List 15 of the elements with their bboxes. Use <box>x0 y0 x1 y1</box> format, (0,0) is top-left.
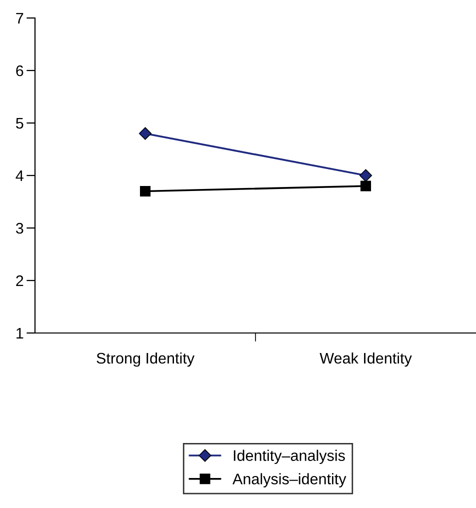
point <box>360 180 372 192</box>
y-tick-label: 2 <box>16 275 24 286</box>
legend-label: Analysis–identity <box>232 473 346 488</box>
y-tick-label: 6 <box>16 65 24 76</box>
y-tick-label: 7 <box>16 13 24 24</box>
x-tick-label: Weak Identity <box>320 352 412 367</box>
point <box>140 186 151 197</box>
point <box>138 127 152 140</box>
point <box>359 169 372 182</box>
y-tick-label: 5 <box>16 118 24 129</box>
y-tick-label: 1 <box>16 328 24 339</box>
y-tick-label: 3 <box>16 222 24 234</box>
y-tick-label: 4 <box>16 170 24 182</box>
legend-label: Identity–analysis <box>234 450 345 464</box>
x-tick-label: Strong Identity <box>96 352 194 367</box>
